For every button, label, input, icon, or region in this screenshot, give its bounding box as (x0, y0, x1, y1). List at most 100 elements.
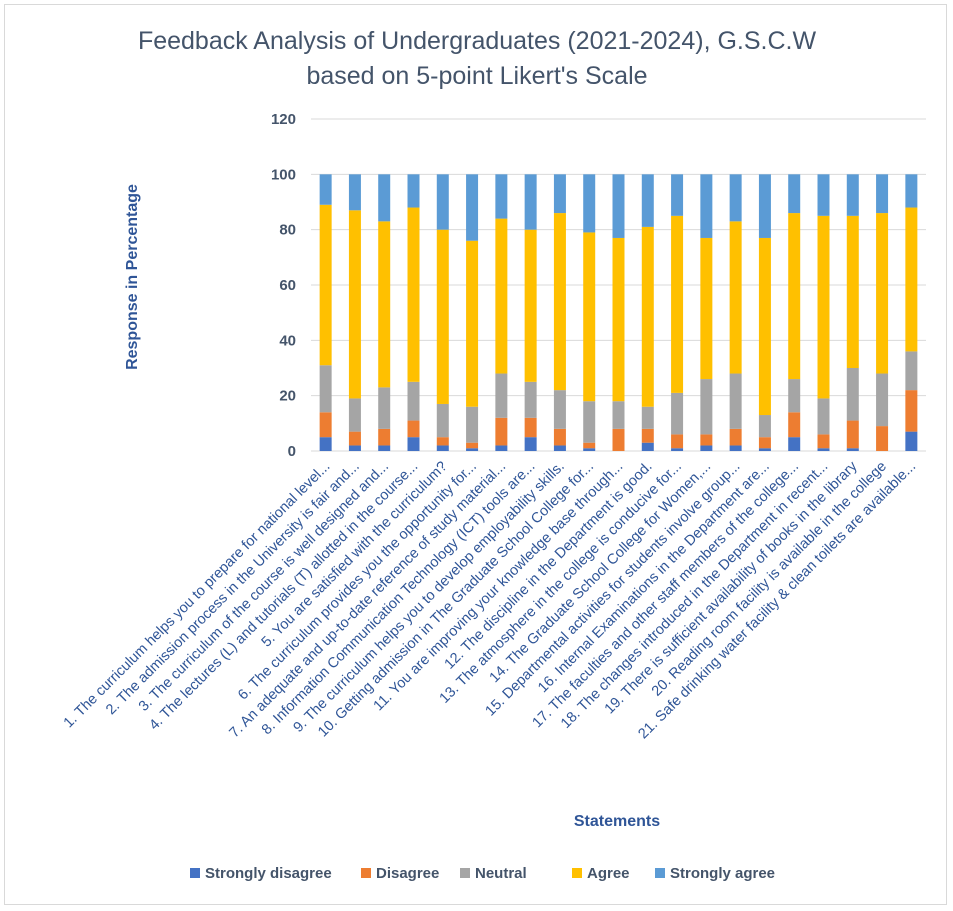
bar-segment-strongly-disagree (758, 448, 771, 451)
bars (319, 174, 918, 451)
y-tick-label: 0 (288, 443, 296, 460)
bar-segment-strongly-disagree (348, 445, 361, 451)
bar-segment-strongly-disagree (583, 448, 596, 451)
bar-segment-disagree (641, 428, 654, 443)
bar-segment-strongly-agree (846, 174, 859, 216)
bar-segment-strongly-agree (319, 174, 332, 205)
bar-segment-agree (758, 237, 771, 416)
bar-segment-agree (729, 221, 742, 374)
bar-segment-neutral (612, 401, 625, 429)
bar-segment-strongly-disagree (817, 448, 830, 451)
legend-label: Neutral (475, 865, 527, 882)
bar-segment-disagree (495, 417, 508, 446)
bar-segment-neutral (905, 351, 918, 391)
bar-segment-disagree (700, 434, 713, 446)
legend-swatch (190, 868, 200, 878)
chart-subtitle: based on 5-point Likert's Scale (306, 62, 647, 90)
legend-label: Agree (587, 865, 630, 882)
bar-segment-neutral (495, 373, 508, 418)
bar-segment-agree (348, 210, 361, 399)
bar-segment-strongly-agree (729, 174, 742, 222)
bar-segment-neutral (348, 398, 361, 432)
bar-segment-agree (876, 213, 889, 374)
bar-segment-agree (524, 229, 537, 382)
bar-segment-neutral (729, 373, 742, 429)
bar-segment-strongly-disagree (788, 437, 801, 451)
bar-segment-strongly-disagree (905, 431, 918, 451)
bar-segment-strongly-disagree (553, 445, 566, 451)
y-tick-label: 20 (279, 388, 296, 405)
bar-segment-strongly-agree (495, 174, 508, 219)
bar-segment-neutral (700, 379, 713, 435)
bar-segment-disagree (348, 431, 361, 446)
bar-segment-strongly-agree (876, 174, 889, 214)
bar-segment-agree (700, 237, 713, 380)
bar-segment-disagree (729, 428, 742, 446)
bar-segment-disagree (407, 420, 420, 438)
bar-segment-neutral (641, 406, 654, 429)
bar-segment-strongly-disagree (700, 445, 713, 451)
bar-segment-neutral (407, 381, 420, 421)
bar-segment-neutral (466, 406, 479, 443)
legend: Strongly disagree Disagree Neutral Agree Str… (190, 865, 775, 882)
bar-segment-strongly-agree (671, 174, 684, 216)
bar-segment-neutral (846, 368, 859, 421)
bar-segment-agree (407, 207, 420, 382)
legend-label: Strongly agree (670, 865, 775, 882)
bar-segment-agree (319, 204, 332, 366)
bar-segment-agree (612, 237, 625, 402)
bar-segment-disagree (846, 420, 859, 449)
y-tick-label: 60 (279, 277, 296, 294)
bar-segment-strongly-disagree (436, 445, 449, 451)
bar-segment-strongly-agree (612, 174, 625, 238)
y-axis-ticks: 0 20 40 60 80 100 120 (271, 111, 296, 460)
y-tick-label: 120 (271, 111, 296, 128)
bar-segment-strongly-agree (524, 174, 537, 230)
bar-segment-strongly-agree (407, 174, 420, 208)
bar-segment-agree (788, 213, 801, 380)
bar-segment-agree (495, 218, 508, 374)
bar-segment-strongly-agree (641, 174, 654, 227)
bar-segment-strongly-disagree (319, 437, 332, 451)
bar-segment-disagree (876, 426, 889, 451)
bar-segment-strongly-agree (436, 174, 449, 230)
bar-segment-strongly-agree (788, 174, 801, 214)
bar-segment-agree (641, 226, 654, 407)
bar-segment-agree (846, 215, 859, 368)
bar-segment-strongly-agree (758, 174, 771, 238)
bar-segment-disagree (319, 412, 332, 438)
bar-segment-neutral (319, 365, 332, 413)
bar-segment-agree (553, 213, 566, 391)
bar-segment-disagree (671, 434, 684, 449)
bar-segment-strongly-disagree (729, 445, 742, 451)
bar-segment-strongly-agree (817, 174, 830, 216)
bar-segment-strongly-disagree (466, 448, 479, 451)
chart-frame: Feedback Analysis of Undergraduates (202… (4, 4, 947, 905)
bar-segment-neutral (876, 373, 889, 427)
bar-segment-disagree (758, 437, 771, 449)
x-axis-categories: 1. The curriculum helps you to prepare f… (61, 458, 919, 742)
bar-segment-strongly-disagree (671, 448, 684, 451)
bar-segment-strongly-disagree (846, 448, 859, 451)
bar-segment-strongly-agree (378, 174, 391, 222)
bar-segment-disagree (817, 434, 830, 449)
legend-label: Strongly disagree (205, 865, 332, 882)
bar-segment-disagree (583, 442, 596, 449)
bar-segment-strongly-agree (553, 174, 566, 214)
bar-segment-strongly-agree (700, 174, 713, 238)
bar-segment-disagree (436, 437, 449, 446)
legend-swatch (655, 868, 665, 878)
bar-segment-disagree (905, 390, 918, 432)
bar-segment-strongly-agree (466, 174, 479, 241)
chart-svg: Feedback Analysis of Undergraduates (202… (61, 27, 926, 882)
bar-segment-neutral (788, 379, 801, 413)
bar-segment-strongly-agree (348, 174, 361, 211)
bar-segment-neutral (378, 387, 391, 429)
bar-segment-neutral (583, 401, 596, 443)
bar-segment-neutral (524, 381, 537, 418)
bar-segment-strongly-agree (905, 174, 918, 208)
bar-segment-strongly-agree (583, 174, 596, 233)
bar-segment-agree (583, 232, 596, 402)
y-tick-label: 100 (271, 166, 296, 183)
legend-swatch (361, 868, 371, 878)
